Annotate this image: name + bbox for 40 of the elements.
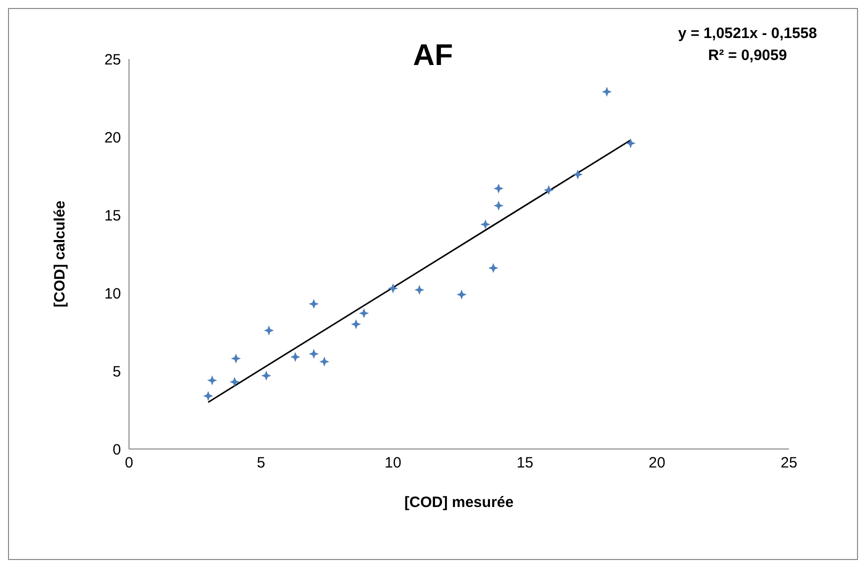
point bbox=[319, 356, 330, 367]
annotation: R² = 0,9059 bbox=[707, 46, 788, 66]
point bbox=[207, 375, 218, 386]
x-tick-label: 5 bbox=[256, 454, 266, 472]
y-tick-label: 5 bbox=[112, 363, 121, 380]
x-tick-label: 15 bbox=[516, 454, 534, 472]
y-tick-label: 0 bbox=[112, 441, 121, 458]
y-tick-label: 15 bbox=[104, 207, 121, 224]
point bbox=[414, 284, 424, 295]
y-tick-label: 20 bbox=[104, 129, 121, 146]
y-axis-title: [COD] calculée bbox=[51, 200, 68, 308]
point bbox=[261, 370, 272, 381]
point bbox=[290, 352, 300, 362]
point bbox=[264, 325, 274, 336]
point bbox=[351, 319, 362, 330]
point bbox=[572, 169, 583, 180]
x-tick-label: 20 bbox=[648, 454, 666, 472]
x-tick-label: 0 bbox=[124, 454, 134, 472]
point bbox=[544, 185, 554, 196]
text: y = 1,0521x - 0,1558 bbox=[678, 24, 817, 44]
point bbox=[308, 348, 319, 359]
y-tick-label: 10 bbox=[104, 285, 121, 302]
y-tick-label: 25 bbox=[104, 51, 121, 68]
x-tick-label: 10 bbox=[384, 454, 402, 472]
point bbox=[230, 354, 241, 364]
point bbox=[494, 200, 504, 211]
chart-title: AF bbox=[413, 39, 453, 72]
point bbox=[230, 376, 240, 387]
x-tick-label: 25 bbox=[780, 454, 798, 472]
point bbox=[488, 263, 498, 274]
point bbox=[456, 290, 467, 300]
point bbox=[602, 86, 612, 97]
point bbox=[480, 219, 490, 230]
x-axis-title: [COD] mesurée bbox=[404, 494, 514, 511]
point bbox=[358, 308, 369, 318]
point bbox=[626, 138, 636, 148]
point bbox=[494, 183, 504, 194]
point bbox=[308, 298, 319, 309]
point bbox=[388, 283, 398, 294]
point bbox=[203, 390, 214, 401]
